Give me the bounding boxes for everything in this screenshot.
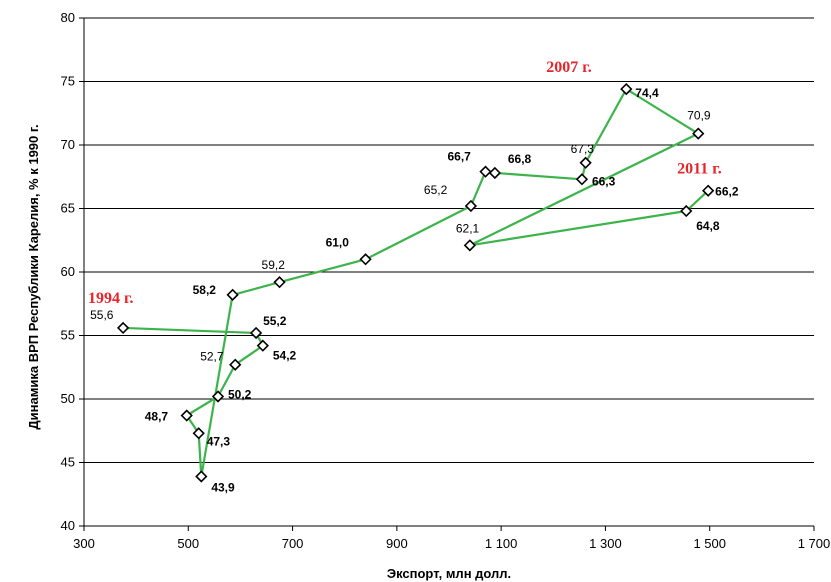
- data-labels: 55,6 55,2 54,2 52,7 50,2 48,7 47,3 43,9 58,2 59,2…: [90, 86, 739, 494]
- data-point: [680, 204, 693, 218]
- data-point: [620, 82, 633, 96]
- data-label: 66,2: [715, 185, 739, 199]
- y-tick-labels: 40 45 50 55 60 65 70 75 80: [61, 10, 75, 533]
- x-tick-label: 1 700: [798, 536, 831, 551]
- y-tick-label: 50: [61, 391, 75, 406]
- x-tick-labels: 300 500 700 900 1 100 1 300 1 500 1 700: [73, 536, 830, 551]
- data-point: [229, 358, 242, 371]
- data-label: 66,8: [508, 152, 532, 166]
- x-axis-title: Экспорт, млн долл.: [387, 566, 511, 581]
- year-annotation: 1994 г.: [88, 290, 133, 307]
- data-point: [256, 339, 269, 352]
- data-point: [359, 253, 372, 266]
- year-annotation: 2007 г.: [546, 59, 591, 76]
- data-point: [488, 166, 502, 180]
- x-tick-label: 1 500: [693, 536, 726, 551]
- data-label: 61,0: [326, 235, 350, 249]
- data-label: 52,7: [200, 350, 224, 364]
- data-point: [479, 165, 492, 178]
- y-tick-label: 70: [61, 137, 75, 152]
- data-label: 66,3: [592, 174, 616, 188]
- x-tick-label: 500: [177, 536, 199, 551]
- y-tick-label: 60: [61, 264, 75, 279]
- x-tick-label: 1 300: [589, 536, 622, 551]
- data-label: 59,2: [262, 258, 286, 272]
- grid-lines: [84, 17, 814, 527]
- data-point: [702, 184, 715, 197]
- data-point: [192, 427, 205, 440]
- data-label: 43,9: [211, 480, 235, 494]
- x-tick-label: 1 100: [485, 536, 518, 551]
- data-point: [579, 156, 592, 169]
- year-annotations: 1994 г. 2007 г. 2011 г.: [88, 59, 722, 307]
- data-label: 65,2: [424, 183, 448, 197]
- data-point: [116, 321, 130, 335]
- year-annotation: 2011 г.: [677, 161, 722, 178]
- data-label: 55,6: [90, 308, 114, 322]
- x-tick-label: 900: [386, 536, 408, 551]
- data-label: 55,2: [263, 314, 287, 328]
- data-point: [463, 239, 476, 252]
- data-point: [249, 326, 263, 340]
- y-tick-label: 55: [61, 328, 75, 343]
- data-label: 74,4: [635, 86, 659, 100]
- data-label: 48,7: [145, 410, 169, 424]
- y-axis-title: Динамика ВРП Республики Карелия, % к 199…: [26, 124, 41, 429]
- x-tick-label: 300: [73, 536, 95, 551]
- data-label: 70,9: [687, 109, 711, 123]
- y-tick-label: 80: [61, 10, 75, 25]
- x-tick-label: 700: [282, 536, 304, 551]
- data-label: 58,2: [193, 283, 217, 297]
- data-point: [180, 409, 193, 422]
- data-label: 50,2: [228, 387, 252, 401]
- series-markers: [116, 82, 715, 483]
- data-label: 54,2: [273, 349, 297, 363]
- data-point: [273, 276, 286, 289]
- y-tick-label: 45: [61, 455, 75, 470]
- y-tick-label: 75: [61, 74, 75, 89]
- data-point: [575, 173, 589, 186]
- y-tick-label: 40: [61, 518, 75, 533]
- y-tick-label: 65: [61, 201, 75, 216]
- data-label: 64,8: [696, 219, 720, 233]
- data-point: [464, 199, 478, 213]
- data-point: [195, 470, 208, 483]
- data-point: [692, 127, 705, 140]
- data-point: [226, 288, 239, 301]
- axes: [79, 17, 815, 531]
- data-label: 66,7: [448, 150, 472, 164]
- data-label: 47,3: [207, 434, 231, 448]
- data-label: 67,3: [571, 142, 595, 156]
- data-point: [211, 390, 225, 403]
- data-label: 62,1: [456, 221, 480, 235]
